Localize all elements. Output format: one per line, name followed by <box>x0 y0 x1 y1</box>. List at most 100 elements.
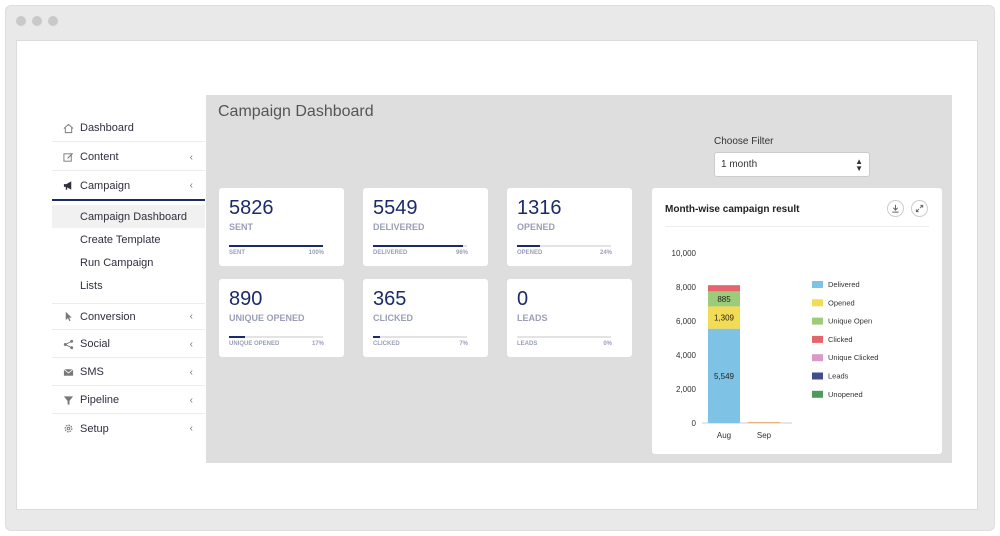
data-label: 1,309 <box>714 314 735 323</box>
filter-select[interactable]: 1 month ▲ ▼ <box>714 152 870 177</box>
sidebar-item-social[interactable]: Social ‹ <box>52 331 205 358</box>
legend-label: Leads <box>828 372 849 381</box>
window-dot-icon[interactable] <box>16 16 26 26</box>
y-tick-label: 6,000 <box>676 317 697 326</box>
data-label: 885 <box>717 295 731 304</box>
sidebar-subitem-label: Create Template <box>80 233 161 246</box>
stat-progress-fill <box>229 245 323 247</box>
y-tick-label: 10,000 <box>672 249 697 258</box>
bar-empty <box>748 422 780 423</box>
sidebar-item-dashboard[interactable]: Dashboard <box>52 115 205 142</box>
sidebar-item-label: Social <box>80 338 110 350</box>
sidebar-item-label: Dashboard <box>80 122 134 134</box>
bar-segment-clicked <box>708 285 740 292</box>
stat-value: 365 <box>373 288 407 310</box>
home-icon <box>62 122 74 134</box>
stat-small-label: DELIVERED <box>373 250 408 256</box>
chevron-left-icon: ‹ <box>189 151 193 163</box>
sidebar-item-pipeline[interactable]: Pipeline ‹ <box>52 387 205 414</box>
chevron-left-icon: ‹ <box>189 423 193 434</box>
stat-progress-track <box>517 336 611 338</box>
stat-value: 1316 <box>517 197 562 219</box>
stat-value: 5826 <box>229 197 274 219</box>
megaphone-icon <box>62 180 74 192</box>
expand-icon[interactable] <box>911 200 928 217</box>
window-dot-icon[interactable] <box>32 16 42 26</box>
data-label: 5,549 <box>714 372 735 381</box>
sidebar-item-label: Setup <box>80 422 109 435</box>
stat-small-label: LEADS <box>517 341 538 347</box>
sidebar-subitem-label: Run Campaign <box>80 256 154 269</box>
stat-card-leads: 0 LEADS LEADS 0% <box>507 279 632 357</box>
stat-progress-fill <box>517 245 540 247</box>
stat-label: LEADS <box>517 313 548 323</box>
legend-swatch <box>812 372 823 380</box>
bar-segment-opened <box>708 306 740 329</box>
chevron-left-icon: ‹ <box>189 311 193 322</box>
stat-small-label: OPENED <box>517 250 543 256</box>
download-icon[interactable] <box>887 200 904 217</box>
chevron-down-icon: ‹ <box>189 180 193 191</box>
stat-percent: 17% <box>311 341 324 347</box>
sidebar-subitem-run-campaign[interactable]: Run Campaign <box>52 251 205 274</box>
stat-label: CLICKED <box>373 313 413 323</box>
sidebar-item-campaign[interactable]: Campaign ‹ <box>52 172 205 201</box>
stat-percent: 0% <box>603 341 612 347</box>
stat-card-sent: 5826 SENT SENT 100% <box>219 188 344 266</box>
sidebar-item-setup[interactable]: Setup ‹ <box>52 415 205 442</box>
sidebar-item-label: Conversion <box>80 310 136 323</box>
stat-progress-fill <box>229 336 245 338</box>
page-title: Campaign Dashboard <box>218 103 374 120</box>
sidebar-subitem-create-template[interactable]: Create Template <box>52 228 205 251</box>
sidebar-item-label: Pipeline <box>80 394 120 406</box>
stat-label: DELIVERED <box>373 222 425 232</box>
chart-title: Month-wise campaign result <box>665 204 800 215</box>
sidebar-item-content[interactable]: Content ‹ <box>52 144 205 171</box>
chevron-left-icon: ‹ <box>189 366 193 378</box>
window-controls <box>16 16 58 26</box>
stat-label: UNIQUE OPENED <box>229 313 305 323</box>
stat-percent: 24% <box>599 250 612 256</box>
sidebar-subitem-lists[interactable]: Lists <box>52 274 205 297</box>
legend-label: Opened <box>828 298 855 307</box>
y-tick-label: 4,000 <box>676 351 697 360</box>
filter-icon <box>62 394 74 406</box>
stat-percent: 7% <box>459 341 468 347</box>
sidebar-item-label: Campaign <box>80 179 131 192</box>
envelope-icon <box>62 366 74 378</box>
share-icon <box>62 338 74 350</box>
legend-swatch <box>812 299 823 307</box>
stat-label: OPENED <box>517 222 556 232</box>
stat-percent: 96% <box>455 250 468 256</box>
sidebar-subitem-campaign-dashboard[interactable]: Campaign Dashboard <box>52 205 205 228</box>
stat-small-label: SENT <box>229 250 246 256</box>
legend-swatch <box>812 335 823 343</box>
sidebar-subitem-label: Lists <box>80 279 103 292</box>
stat-card-clicked: 365 CLICKED CLICKED 7% <box>363 279 488 357</box>
sidebar-item-sms[interactable]: SMS ‹ <box>52 359 205 386</box>
legend-label: Delivered <box>828 280 860 289</box>
stat-progress-track <box>517 245 611 247</box>
bar-segment-delivered <box>708 328 740 423</box>
legend-swatch <box>812 317 823 325</box>
legend-swatch <box>812 390 823 398</box>
chevron-left-icon: ‹ <box>189 394 193 406</box>
stacked-bar-chart: 0 2,000 4,000 6,000 8,000 10,000 5,549 1,309 885… <box>672 249 879 440</box>
legend-label: Unique Open <box>828 317 872 326</box>
window-dot-icon[interactable] <box>48 16 58 26</box>
legend-label: Unique Clicked <box>828 353 878 362</box>
cursor-icon <box>62 311 74 323</box>
select-arrows-icon: ▲ ▼ <box>855 157 863 173</box>
sidebar-item-conversion[interactable]: Conversion ‹ <box>52 303 205 330</box>
stat-small-label: CLICKED <box>373 341 400 347</box>
filter-select-value: 1 month <box>721 159 758 170</box>
stat-progress-track <box>229 336 323 338</box>
legend-label: Unopened <box>828 390 863 399</box>
stat-card-delivered: 5549 DELIVERED DELIVERED 96% <box>363 188 488 266</box>
chart-panel: Month-wise campaign result 0 2,000 4,000 6,… <box>652 188 942 454</box>
y-tick-label: 0 <box>692 419 697 428</box>
bar-segment-unique-open <box>708 291 740 307</box>
sidebar-item-label: Content <box>80 151 119 163</box>
sidebar-item-label: SMS <box>80 366 104 378</box>
stat-card-opened: 1316 OPENED OPENED 24% <box>507 188 632 266</box>
